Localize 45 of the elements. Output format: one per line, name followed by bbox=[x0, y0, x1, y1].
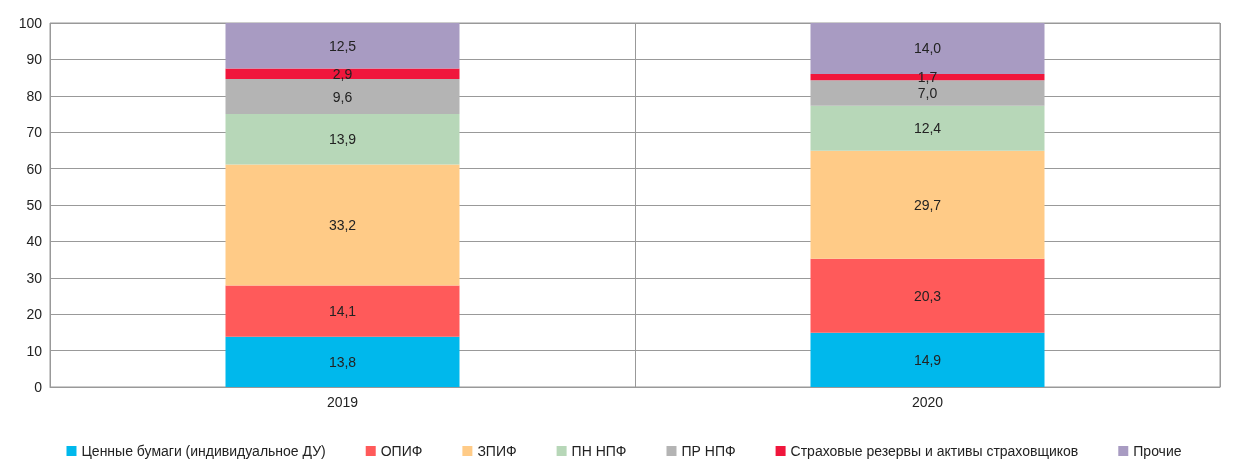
y-tick-label: 20 bbox=[26, 306, 43, 323]
bar bbox=[810, 150, 1045, 259]
data-label: 13,9 bbox=[328, 131, 357, 148]
legend-label: Страховые резервы и активы страховщиков bbox=[790, 443, 1079, 459]
legend-label: Прочие bbox=[1133, 443, 1182, 459]
bar bbox=[225, 114, 460, 165]
legend-label: Ценные бумаги (индивидуальное ДУ) bbox=[81, 443, 326, 459]
y-tick-label: 100 bbox=[18, 15, 43, 31]
y-tick-label: 50 bbox=[26, 197, 43, 213]
data-label: 14,1 bbox=[328, 303, 357, 320]
bar bbox=[810, 23, 1045, 74]
bar bbox=[810, 332, 1045, 387]
x-tick-label: 2020 bbox=[911, 394, 944, 410]
y-tick-label: 10 bbox=[26, 342, 43, 359]
y-tick-label: 40 bbox=[26, 233, 43, 250]
bar bbox=[810, 258, 1045, 333]
legend-label: ПН НПФ bbox=[571, 443, 627, 459]
bar bbox=[225, 336, 460, 387]
data-label: 12,4 bbox=[913, 120, 942, 137]
y-tick-label: 90 bbox=[26, 51, 43, 68]
y-tick-label: 80 bbox=[26, 87, 43, 104]
bar bbox=[225, 23, 460, 69]
data-label: 14,0 bbox=[913, 40, 942, 57]
data-label: 29,7 bbox=[913, 196, 942, 213]
y-tick-label: 0 bbox=[34, 379, 43, 395]
bar bbox=[225, 68, 460, 80]
data-label: 33,2 bbox=[328, 217, 357, 234]
x-tick-label: 2019 bbox=[326, 394, 359, 410]
legend-label: ОПИФ bbox=[380, 443, 423, 459]
data-label: 7,0 bbox=[917, 84, 938, 101]
data-label: 9,6 bbox=[332, 88, 353, 105]
data-label: 2,9 bbox=[332, 65, 353, 82]
legend-label: ПР НПФ bbox=[681, 443, 736, 459]
y-tick-label: 30 bbox=[26, 269, 43, 286]
data-label: 20,3 bbox=[913, 287, 942, 304]
data-label: 13,8 bbox=[328, 353, 357, 370]
legend-label: ЗПИФ bbox=[477, 443, 517, 459]
bar bbox=[225, 164, 460, 286]
bar bbox=[225, 79, 460, 114]
y-tick-label: 70 bbox=[26, 124, 43, 141]
y-tick-label: 60 bbox=[26, 160, 43, 177]
data-label: 12,5 bbox=[328, 37, 357, 54]
bar bbox=[810, 105, 1045, 151]
data-label: 14,9 bbox=[913, 351, 942, 368]
bar bbox=[225, 285, 460, 337]
